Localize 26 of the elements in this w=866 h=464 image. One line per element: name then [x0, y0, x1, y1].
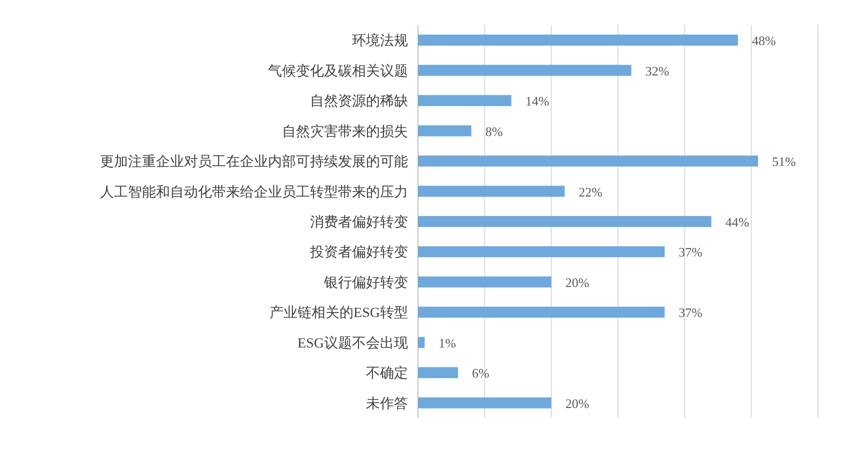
data-label: 37% — [678, 244, 703, 260]
data-label: 6% — [472, 366, 490, 381]
data-label: 37% — [678, 305, 703, 320]
y-tick-label: 自然资源的稀缺 — [310, 94, 408, 110]
y-tick-label: 更加注重企业对员工在企业内部可持续发展的可能 — [100, 154, 408, 170]
y-tick-label: 未作答 — [366, 396, 408, 412]
data-label: 51% — [772, 154, 796, 170]
data-label: 22% — [578, 184, 603, 200]
data-label: 20% — [565, 396, 590, 411]
data-label: 8% — [485, 124, 503, 139]
data-label: 20% — [565, 274, 590, 290]
y-tick-label: 产业链相关的ESG转型 — [270, 305, 408, 322]
data-label: 44% — [725, 214, 750, 230]
y-tick-label: 自然灾害带来的损失 — [282, 124, 408, 140]
y-tick-label: 气候变化及碳相关议题 — [268, 63, 408, 80]
y-tick-label: 投资者偏好转变 — [309, 244, 408, 261]
y-tick-label: 不确定 — [366, 366, 408, 382]
y-tick-label: 消费者偏好转变 — [310, 214, 408, 230]
y-tick-label: 人工智能和自动化带来给企业员工转型带来的压力 — [100, 184, 408, 200]
data-label: 32% — [645, 63, 670, 78]
y-tick-label: 环境法规 — [352, 33, 408, 50]
data-label: 14% — [525, 94, 550, 109]
data-label: 1% — [438, 335, 456, 350]
y-tick-label: 银行偏好转变 — [323, 274, 408, 291]
y-tick-label: ESG议题不会出现 — [298, 335, 408, 352]
data-label: 48% — [752, 33, 776, 48]
